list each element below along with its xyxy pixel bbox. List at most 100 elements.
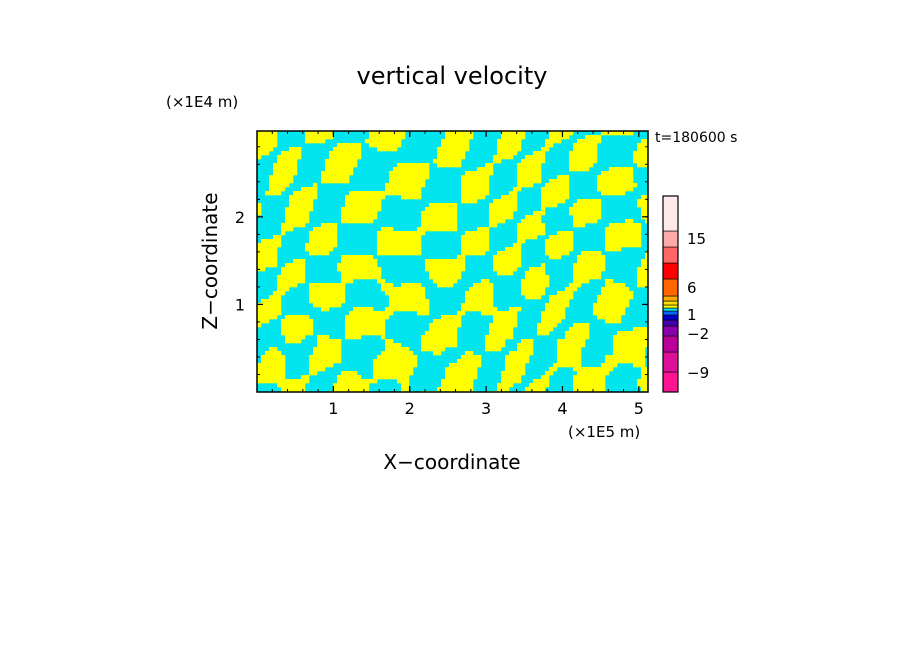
field-cell: [473, 171, 478, 176]
field-cell: [405, 379, 410, 384]
field-cell: [409, 191, 414, 196]
field-cell: [337, 383, 342, 388]
field-cell: [397, 351, 402, 356]
field-cell: [317, 363, 322, 368]
field-cell: [425, 339, 430, 344]
field-cell: [589, 275, 594, 280]
field-cell: [305, 131, 310, 136]
field-cell: [545, 279, 550, 284]
field-cell: [309, 359, 314, 364]
field-cell: [505, 255, 510, 260]
field-cell: [393, 367, 398, 372]
field-cell: [633, 347, 638, 352]
field-cell: [429, 227, 434, 232]
field-cell: [421, 335, 426, 340]
field-cell: [333, 303, 338, 308]
field-cell: [397, 291, 402, 296]
field-cell: [565, 179, 570, 184]
field-cell: [637, 275, 642, 280]
field-cell: [493, 315, 498, 320]
field-cell: [557, 299, 562, 304]
field-cell: [341, 175, 346, 180]
field-cell: [457, 255, 462, 260]
field-cell: [449, 375, 454, 380]
field-cell: [429, 207, 434, 212]
field-cell: [337, 175, 342, 180]
field-cell: [513, 147, 518, 152]
field-cell: [445, 143, 450, 148]
field-cell: [505, 199, 510, 204]
field-cell: [629, 131, 634, 136]
field-cell: [353, 255, 358, 260]
field-cell: [321, 363, 326, 368]
field-cell: [353, 307, 358, 312]
field-cell: [589, 199, 594, 204]
field-cell: [457, 375, 462, 380]
field-cell: [277, 235, 282, 240]
field-cell: [505, 335, 510, 340]
field-cell: [537, 291, 542, 296]
field-cell: [321, 131, 326, 136]
field-cell: [313, 287, 318, 292]
field-cell: [553, 179, 558, 184]
field-cell: [389, 303, 394, 308]
field-cell: [393, 359, 398, 364]
field-cell: [577, 199, 582, 204]
field-cell: [645, 275, 648, 280]
field-cell: [633, 355, 638, 360]
field-cell: [537, 155, 542, 160]
field-cell: [365, 263, 370, 268]
field-cell: [369, 143, 374, 148]
field-cell: [409, 351, 414, 356]
field-cell: [549, 323, 554, 328]
field-cell: [309, 139, 314, 144]
field-cell: [309, 371, 314, 376]
field-cell: [557, 363, 562, 368]
field-cell: [585, 255, 590, 260]
field-cell: [421, 343, 426, 348]
field-cell: [397, 191, 402, 196]
field-cell: [337, 263, 342, 268]
field-cell: [353, 275, 358, 280]
field-cell: [541, 187, 546, 192]
field-cell: [501, 339, 506, 344]
field-cell: [517, 227, 522, 232]
field-cell: [317, 227, 322, 232]
field-cell: [405, 243, 410, 248]
field-cell: [585, 219, 590, 224]
field-cell: [637, 271, 642, 276]
field-cell: [293, 195, 298, 200]
field-cell: [269, 175, 274, 180]
field-cell: [637, 143, 642, 148]
field-cell: [325, 351, 330, 356]
field-cell: [573, 143, 578, 148]
field-cell: [513, 255, 518, 260]
field-cell: [393, 171, 398, 176]
field-cell: [529, 167, 534, 172]
field-cell: [417, 307, 422, 312]
field-cell: [589, 259, 594, 264]
field-cell: [389, 131, 394, 136]
field-cell: [265, 143, 270, 148]
field-cell: [553, 303, 558, 308]
field-cell: [465, 243, 470, 248]
field-cell: [257, 155, 262, 160]
field-cell: [309, 331, 314, 336]
field-cell: [613, 339, 618, 344]
colorbar-swatch: [662, 325, 679, 337]
field-cell: [581, 219, 586, 224]
field-cell: [285, 155, 290, 160]
field-cell: [409, 299, 414, 304]
field-cell: [589, 155, 594, 160]
field-cell: [605, 359, 610, 364]
field-cell: [461, 251, 466, 256]
field-cell: [449, 331, 454, 336]
field-cell: [501, 255, 506, 260]
field-cell: [429, 263, 434, 268]
field-cell: [337, 167, 342, 172]
field-cell: [485, 299, 490, 304]
field-cell: [453, 339, 458, 344]
field-cell: [365, 379, 370, 384]
field-cell: [277, 295, 282, 300]
field-cell: [329, 231, 334, 236]
